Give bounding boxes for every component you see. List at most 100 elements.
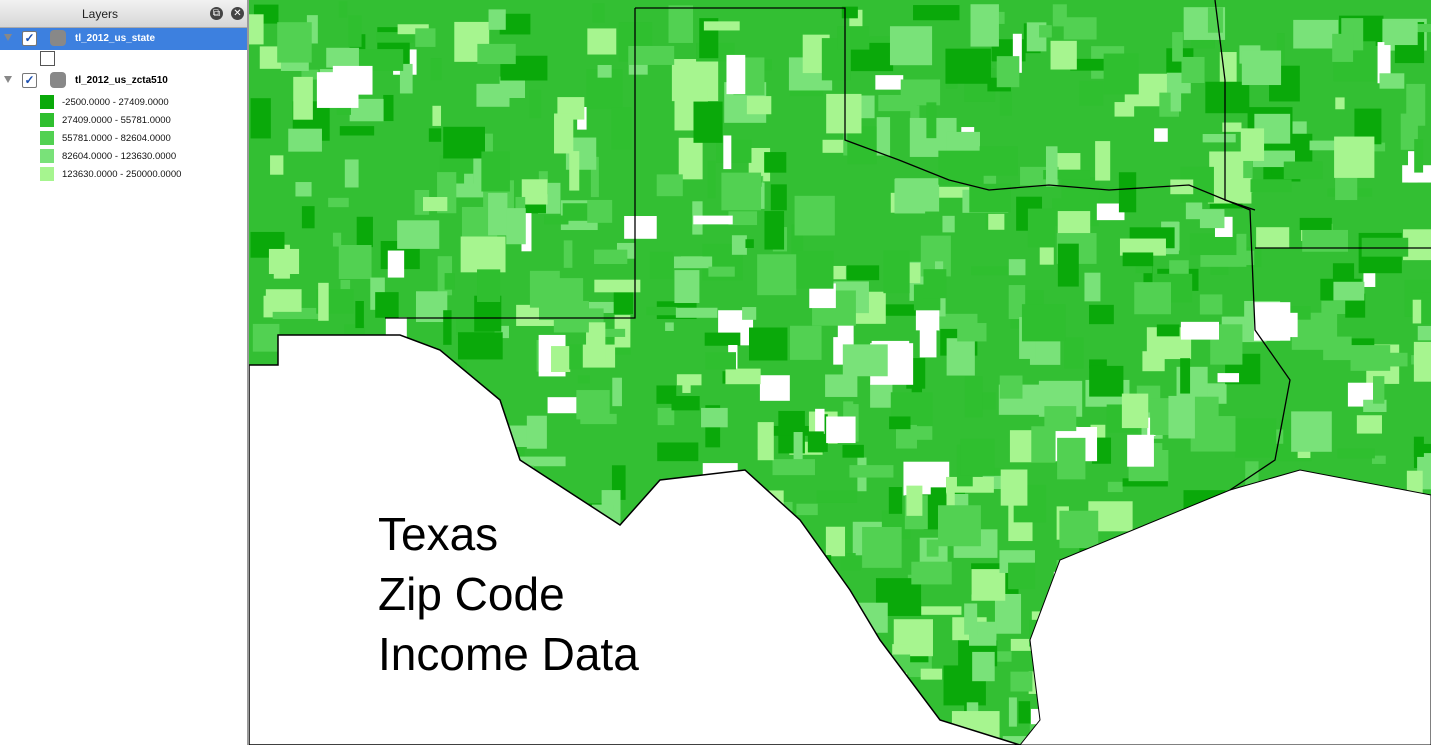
zip-area [518,456,566,467]
zip-area [357,49,404,71]
zip-area [1039,25,1052,38]
zip-area [842,444,864,458]
zip-area [665,322,674,331]
zip-area [693,215,733,225]
zip-area [515,196,526,219]
zip-area [971,266,1018,276]
zip-area [1222,122,1242,132]
zip-area [1217,373,1240,383]
zip-area [862,526,902,568]
zip-area [1293,19,1339,49]
close-button[interactable]: ✕ [231,7,244,20]
state-border [1214,0,1256,211]
zip-area [1421,292,1431,324]
zip-area [521,213,532,252]
zip-area [1180,358,1191,394]
zip-area [728,211,758,226]
zip-area [1253,302,1291,341]
annotation: Income Data [378,628,639,680]
zip-area [656,174,683,197]
zip-area [876,117,891,156]
zip-area [960,438,995,476]
zip-area [649,251,674,280]
zip-area [1207,178,1252,204]
expand-toggle[interactable] [4,76,12,83]
zip-area [671,396,700,411]
zip-area [945,48,991,84]
zip-area [1402,165,1431,183]
zip-area [674,256,713,269]
layer-checkbox[interactable]: ✓ [22,31,37,46]
zip-area [464,173,474,186]
zip-area [477,269,501,303]
zip-area [926,539,939,557]
zip-area [1000,469,1028,506]
zip-area [796,250,834,289]
annotation: Zip Code [378,568,565,620]
zip-area [1199,294,1223,315]
layer-name: tl_2012_us_state [75,33,156,44]
zip-area [1406,83,1426,126]
zip-area [385,317,407,340]
zip-area [964,376,983,418]
zip-area [715,139,752,163]
zip-area [1050,40,1077,70]
zip-area [250,98,271,139]
zip-area [1018,701,1031,724]
zip-area [693,101,723,143]
expand-toggle[interactable] [4,34,12,41]
zip-area [999,375,1023,399]
zip-area [1010,671,1033,692]
zip-area [1332,263,1355,286]
zip-area [587,199,613,223]
zip-area [1241,50,1282,86]
zip-area [657,442,699,462]
zip-area [430,58,442,81]
layer-checkbox[interactable]: ✓ [22,73,37,88]
zip-area [1103,53,1139,95]
zip-area [432,105,442,126]
zip-area [1119,238,1166,256]
zip-area [1063,17,1097,40]
zip-area [295,182,312,197]
zip-area [482,133,493,170]
layer-row[interactable]: ✓ tl_2012_us_state [0,28,247,50]
zip-area [1045,146,1058,187]
layers-panel: Layers ⧉ ✕ ✓ tl_2012_us_state ✓ tl_2012_us_… [0,0,249,745]
zip-area [668,5,694,43]
zip-area [1185,202,1203,220]
zip-area [415,28,436,47]
float-button[interactable]: ⧉ [210,7,223,20]
zip-area [577,375,590,384]
zip-area [1332,33,1354,62]
zip-area [1350,345,1391,371]
zip-area [1371,455,1386,464]
zip-area [563,240,573,268]
zip-area [757,254,797,296]
zip-area [1021,304,1066,342]
zip-area [1172,32,1183,62]
zip-area [1379,73,1405,89]
layer-name: tl_2012_us_zcta510 [75,75,168,86]
zip-area [883,304,926,316]
zip-area [293,76,313,120]
zip-area [328,197,349,208]
zip-area [397,24,429,35]
zip-area [1240,128,1265,161]
layer-row[interactable]: ✓ tl_2012_us_zcta510 [0,70,247,92]
zip-area [988,213,1005,230]
zip-area [826,93,862,134]
zip-area [1180,321,1220,340]
zip-area [793,432,803,460]
zip-area [488,9,506,30]
zip-area [1142,351,1165,372]
zip-area [1156,324,1180,337]
legend-swatch [40,167,54,181]
zip-area [1043,170,1091,180]
zip-area [1387,352,1408,367]
zip-area [265,289,302,312]
zip-area [725,368,761,385]
zip-area [481,151,510,192]
zip-area [971,569,1006,601]
state-border [385,8,636,319]
